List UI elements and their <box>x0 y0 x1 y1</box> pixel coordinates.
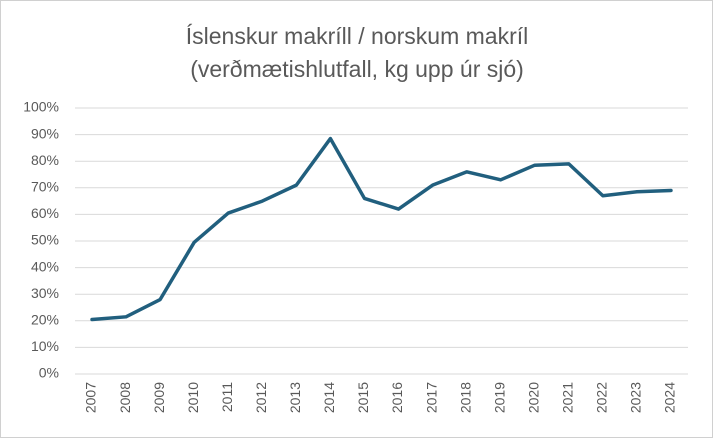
y-tick-label: 100% <box>23 99 59 115</box>
chart-title: Íslenskur makríll / norskum makríl <box>186 23 529 49</box>
x-tick-label: 2009 <box>151 382 167 413</box>
x-tick-label: 2018 <box>457 382 473 413</box>
x-tick-label: 2022 <box>594 382 610 413</box>
x-tick-label: 2011 <box>219 382 235 412</box>
x-tick-label: 2008 <box>117 382 133 413</box>
x-tick-label: 2020 <box>525 382 541 413</box>
y-tick-label: 0% <box>39 365 59 381</box>
y-tick-label: 60% <box>31 205 59 221</box>
x-tick-label: 2012 <box>253 382 269 413</box>
chart-subtitle: (verðmætishlutfall, kg upp úr sjó) <box>190 56 524 82</box>
x-tick-label: 2016 <box>389 382 405 413</box>
y-tick-label: 40% <box>31 258 59 274</box>
x-tick-label: 2019 <box>491 382 507 413</box>
y-tick-label: 10% <box>31 338 59 354</box>
x-tick-label: 2010 <box>185 382 201 413</box>
x-tick-label: 2015 <box>355 382 371 413</box>
x-tick-label: 2007 <box>83 382 99 413</box>
x-tick-label: 2023 <box>628 382 644 413</box>
x-tick-label: 2024 <box>662 382 678 413</box>
x-tick-label: 2014 <box>321 382 337 413</box>
y-tick-label: 30% <box>31 285 59 301</box>
y-tick-label: 20% <box>31 312 59 328</box>
y-tick-label: 90% <box>31 125 59 141</box>
x-tick-label: 2017 <box>423 382 439 413</box>
y-tick-label: 50% <box>31 232 59 248</box>
x-tick-label: 2013 <box>287 382 303 413</box>
y-tick-label: 80% <box>31 152 59 168</box>
y-tick-label: 70% <box>31 179 59 195</box>
data-line <box>90 136 673 322</box>
x-tick-label: 2021 <box>560 382 576 413</box>
